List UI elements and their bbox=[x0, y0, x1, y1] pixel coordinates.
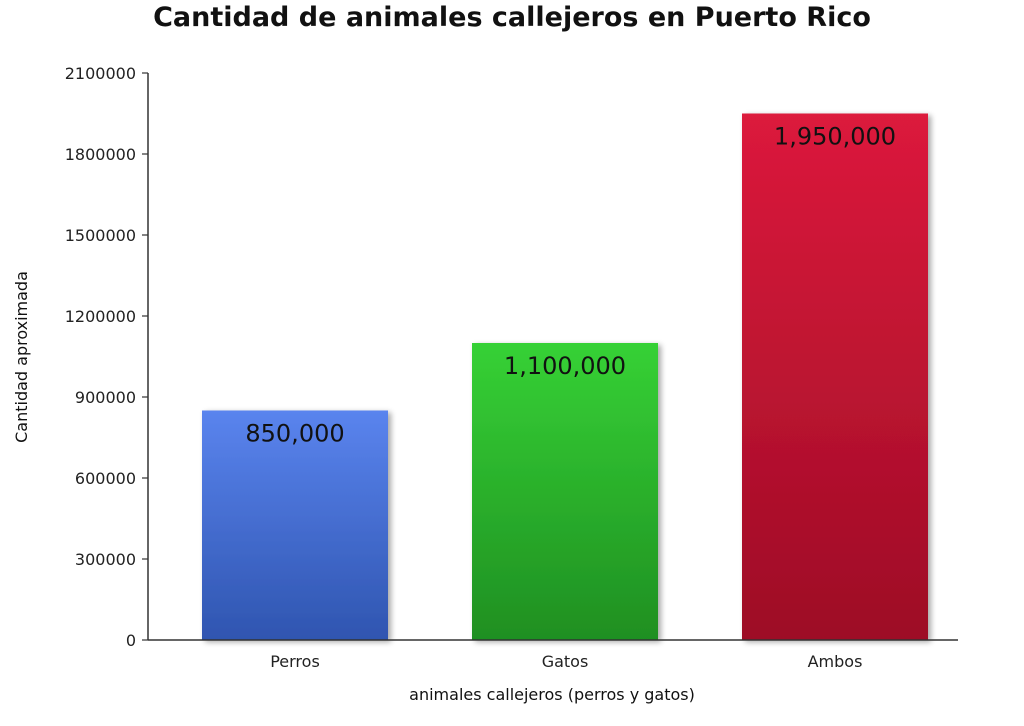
bars-group bbox=[202, 113, 928, 640]
y-tick-label: 2100000 bbox=[65, 64, 136, 83]
y-tick-label: 1500000 bbox=[65, 226, 136, 245]
chart-title: Cantidad de animales callejeros en Puert… bbox=[153, 2, 871, 33]
data-label-gatos: 1,100,000 bbox=[504, 352, 626, 380]
data-label-ambos: 1,950,000 bbox=[774, 123, 896, 151]
data-labels-group: 850,000 1,100,000 1,950,000 bbox=[245, 123, 896, 448]
y-axis-ticks: 0 300000 600000 900000 1200000 1500000 1800000… bbox=[65, 64, 148, 650]
y-tick-label: 300000 bbox=[75, 550, 136, 569]
data-label-perros: 850,000 bbox=[245, 420, 344, 448]
bar-perros bbox=[202, 410, 388, 640]
bar-ambos bbox=[742, 113, 928, 640]
x-category-label: Ambos bbox=[808, 652, 863, 671]
x-category-label: Perros bbox=[270, 652, 320, 671]
x-category-label: Gatos bbox=[542, 652, 589, 671]
y-tick-label: 0 bbox=[126, 631, 136, 650]
x-axis-categories: Perros Gatos Ambos bbox=[270, 652, 862, 671]
y-tick-label: 600000 bbox=[75, 469, 136, 488]
x-axis-label: animales callejeros (perros y gatos) bbox=[409, 685, 695, 704]
bar-gatos bbox=[472, 343, 658, 640]
y-tick-label: 900000 bbox=[75, 388, 136, 407]
y-tick-label: 1200000 bbox=[65, 307, 136, 326]
y-axis-label: Cantidad aproximada bbox=[12, 271, 31, 443]
y-tick-label: 1800000 bbox=[65, 145, 136, 164]
